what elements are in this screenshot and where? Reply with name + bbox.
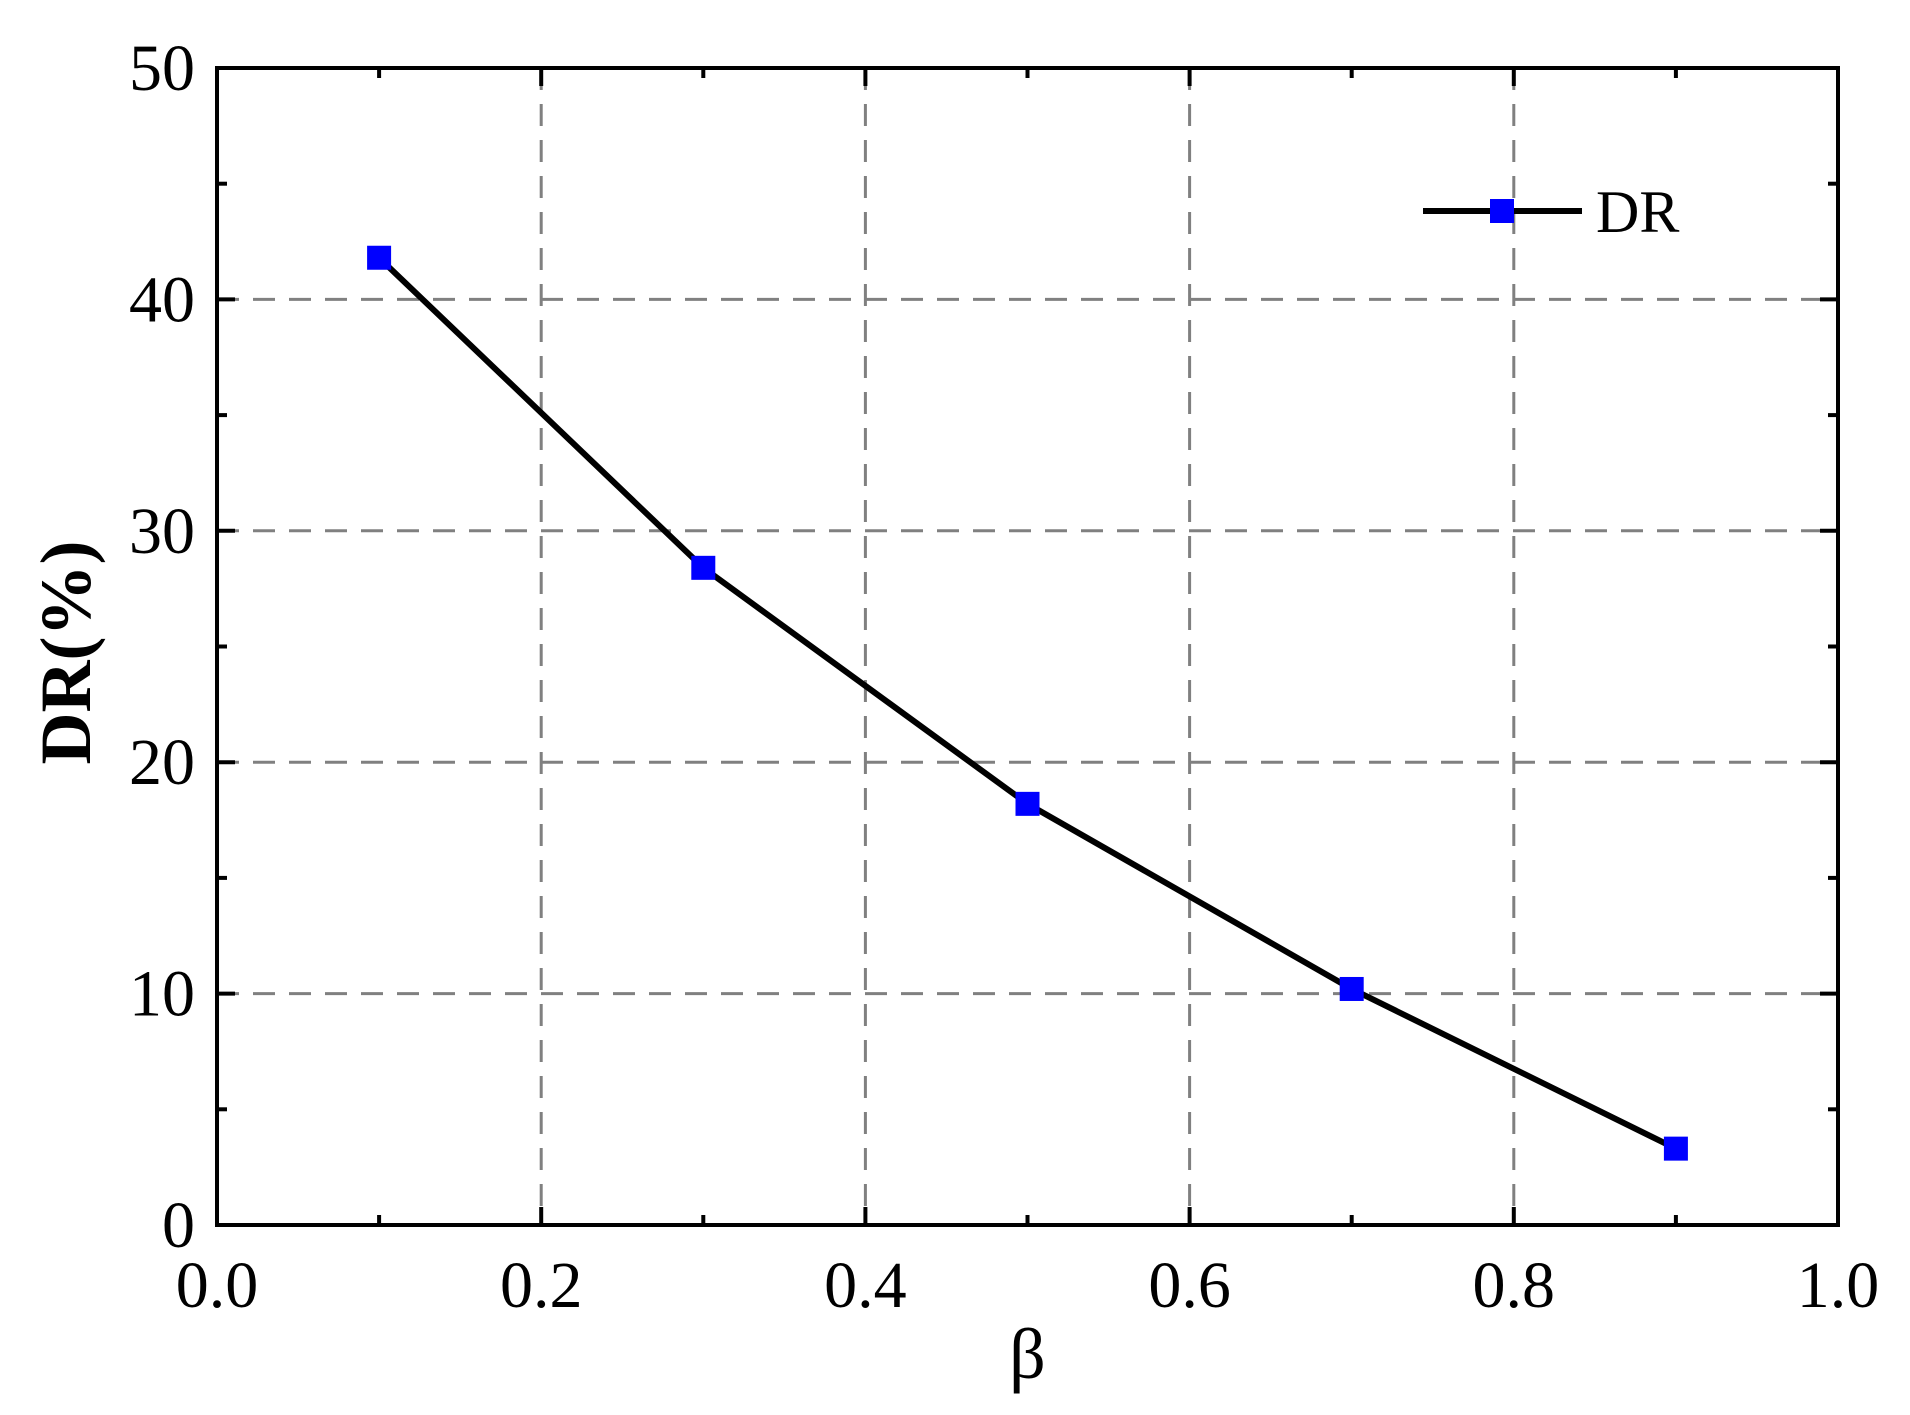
y-tick-label: 10 [129,958,195,1031]
data-point-DR [367,245,392,270]
legend-marker [1490,199,1514,223]
x-axis-title: β [1009,1314,1046,1394]
data-point-DR [1663,1136,1688,1161]
grid-layer [217,68,1838,1225]
data-point-DR [691,555,716,580]
series-layer [367,245,1688,1161]
x-tick-label: 1.0 [1797,1249,1880,1322]
ticks-layer [215,66,1840,1227]
legend-label: DR [1596,179,1679,245]
series-line-DR [377,255,1678,1152]
data-point-DR [1015,791,1040,816]
y-tick-label: 20 [129,726,195,799]
x-tick-label: 0.2 [500,1249,583,1322]
y-tick-label: 0 [162,1189,195,1262]
y-tick-label: 30 [129,495,195,568]
x-tick-label: 0.6 [1148,1249,1231,1322]
y-tick-label: 40 [129,263,195,336]
legend: DR [1423,179,1679,245]
data-point-DR [1339,976,1364,1001]
labels-layer: 0.0 0.2 0.4 0.6 0.8 1.0 0 10 20 30 40 50 [129,32,1879,1322]
y-tick-label: 50 [129,32,195,105]
x-tick-label: 0.8 [1473,1249,1556,1322]
x-tick-label: 0.0 [176,1249,259,1322]
y-axis-title: DR(%) [26,541,106,765]
x-tick-label: 0.4 [824,1249,907,1322]
plot-frame [215,66,1840,1227]
